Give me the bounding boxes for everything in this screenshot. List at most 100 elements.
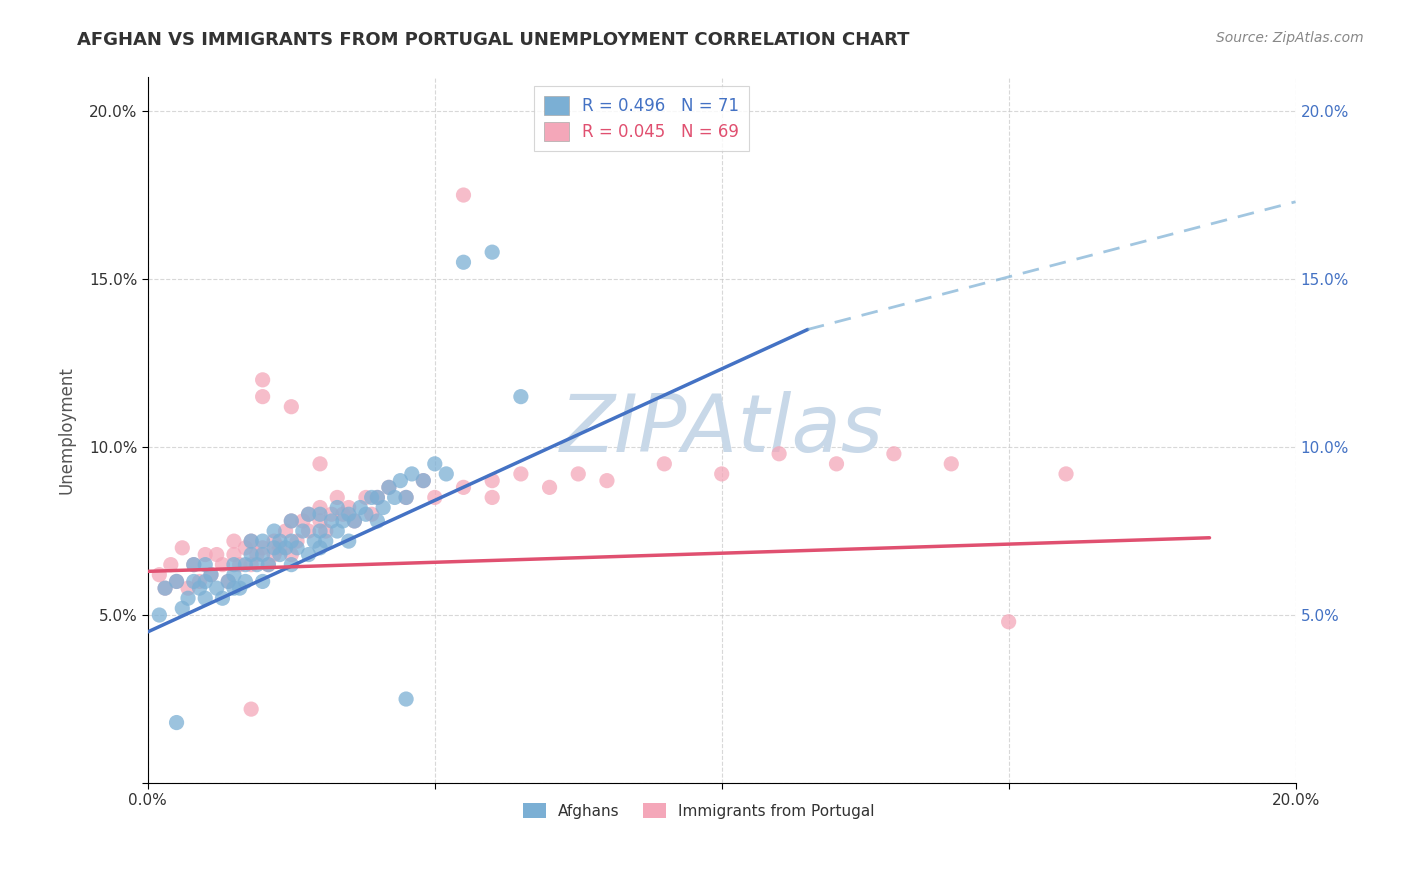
Point: [453, 188, 475, 202]
Point: [177, 581, 200, 595]
Point: [166, 574, 188, 589]
Point: [538, 480, 561, 494]
Point: [366, 491, 388, 505]
Point: [228, 581, 250, 595]
Point: [274, 541, 297, 555]
Point: [349, 500, 371, 515]
Text: Source: ZipAtlas.com: Source: ZipAtlas.com: [1216, 31, 1364, 45]
Point: [315, 534, 337, 549]
Point: [280, 514, 302, 528]
Point: [188, 574, 211, 589]
Point: [343, 514, 366, 528]
Point: [257, 558, 280, 572]
Point: [280, 558, 302, 572]
Point: [354, 491, 377, 505]
Point: [252, 534, 274, 549]
Point: [148, 608, 170, 623]
Point: [240, 548, 263, 562]
Point: [337, 534, 360, 549]
Point: [252, 574, 274, 589]
Point: [360, 508, 382, 522]
Point: [166, 715, 188, 730]
Point: [423, 457, 446, 471]
Point: [240, 558, 263, 572]
Point: [354, 508, 377, 522]
Point: [567, 467, 589, 481]
Point: [389, 474, 412, 488]
Point: [481, 245, 503, 260]
Point: [269, 548, 291, 562]
Point: [280, 400, 302, 414]
Point: [194, 591, 217, 606]
Point: [326, 491, 349, 505]
Point: [252, 541, 274, 555]
Point: [222, 567, 245, 582]
Point: [453, 480, 475, 494]
Point: [423, 491, 446, 505]
Point: [596, 474, 619, 488]
Point: [172, 601, 194, 615]
Point: [395, 491, 418, 505]
Point: [252, 373, 274, 387]
Point: [211, 558, 233, 572]
Point: [883, 447, 905, 461]
Point: [263, 524, 285, 538]
Point: [309, 457, 332, 471]
Point: [240, 534, 263, 549]
Point: [153, 581, 176, 595]
Point: [710, 467, 733, 481]
Point: [297, 548, 319, 562]
Point: [360, 491, 382, 505]
Point: [481, 491, 503, 505]
Point: [291, 514, 314, 528]
Point: [240, 534, 263, 549]
Point: [200, 567, 222, 582]
Point: [235, 541, 257, 555]
Point: [159, 558, 181, 572]
Point: [166, 574, 188, 589]
Point: [246, 558, 269, 572]
Point: [384, 491, 406, 505]
Point: [395, 491, 418, 505]
Point: [269, 534, 291, 549]
Point: [297, 508, 319, 522]
Point: [183, 558, 205, 572]
Point: [309, 508, 332, 522]
Point: [252, 548, 274, 562]
Point: [285, 541, 308, 555]
Point: [941, 457, 963, 471]
Point: [183, 574, 205, 589]
Point: [280, 548, 302, 562]
Point: [378, 480, 401, 494]
Point: [222, 558, 245, 572]
Point: [825, 457, 848, 471]
Point: [337, 500, 360, 515]
Point: [343, 514, 366, 528]
Point: [205, 581, 228, 595]
Point: [297, 508, 319, 522]
Point: [509, 467, 531, 481]
Point: [222, 581, 245, 595]
Point: [280, 534, 302, 549]
Point: [235, 574, 257, 589]
Point: [412, 474, 434, 488]
Point: [222, 534, 245, 549]
Point: [309, 500, 332, 515]
Point: [326, 524, 349, 538]
Point: [453, 255, 475, 269]
Point: [235, 558, 257, 572]
Point: [263, 541, 285, 555]
Point: [321, 514, 343, 528]
Point: [194, 558, 217, 572]
Point: [1054, 467, 1077, 481]
Point: [172, 541, 194, 555]
Point: [366, 491, 388, 505]
Point: [217, 574, 239, 589]
Text: ZIPAtlas: ZIPAtlas: [560, 392, 883, 469]
Point: [315, 524, 337, 538]
Point: [177, 591, 200, 606]
Point: [291, 524, 314, 538]
Point: [326, 500, 349, 515]
Point: [434, 467, 457, 481]
Point: [194, 548, 217, 562]
